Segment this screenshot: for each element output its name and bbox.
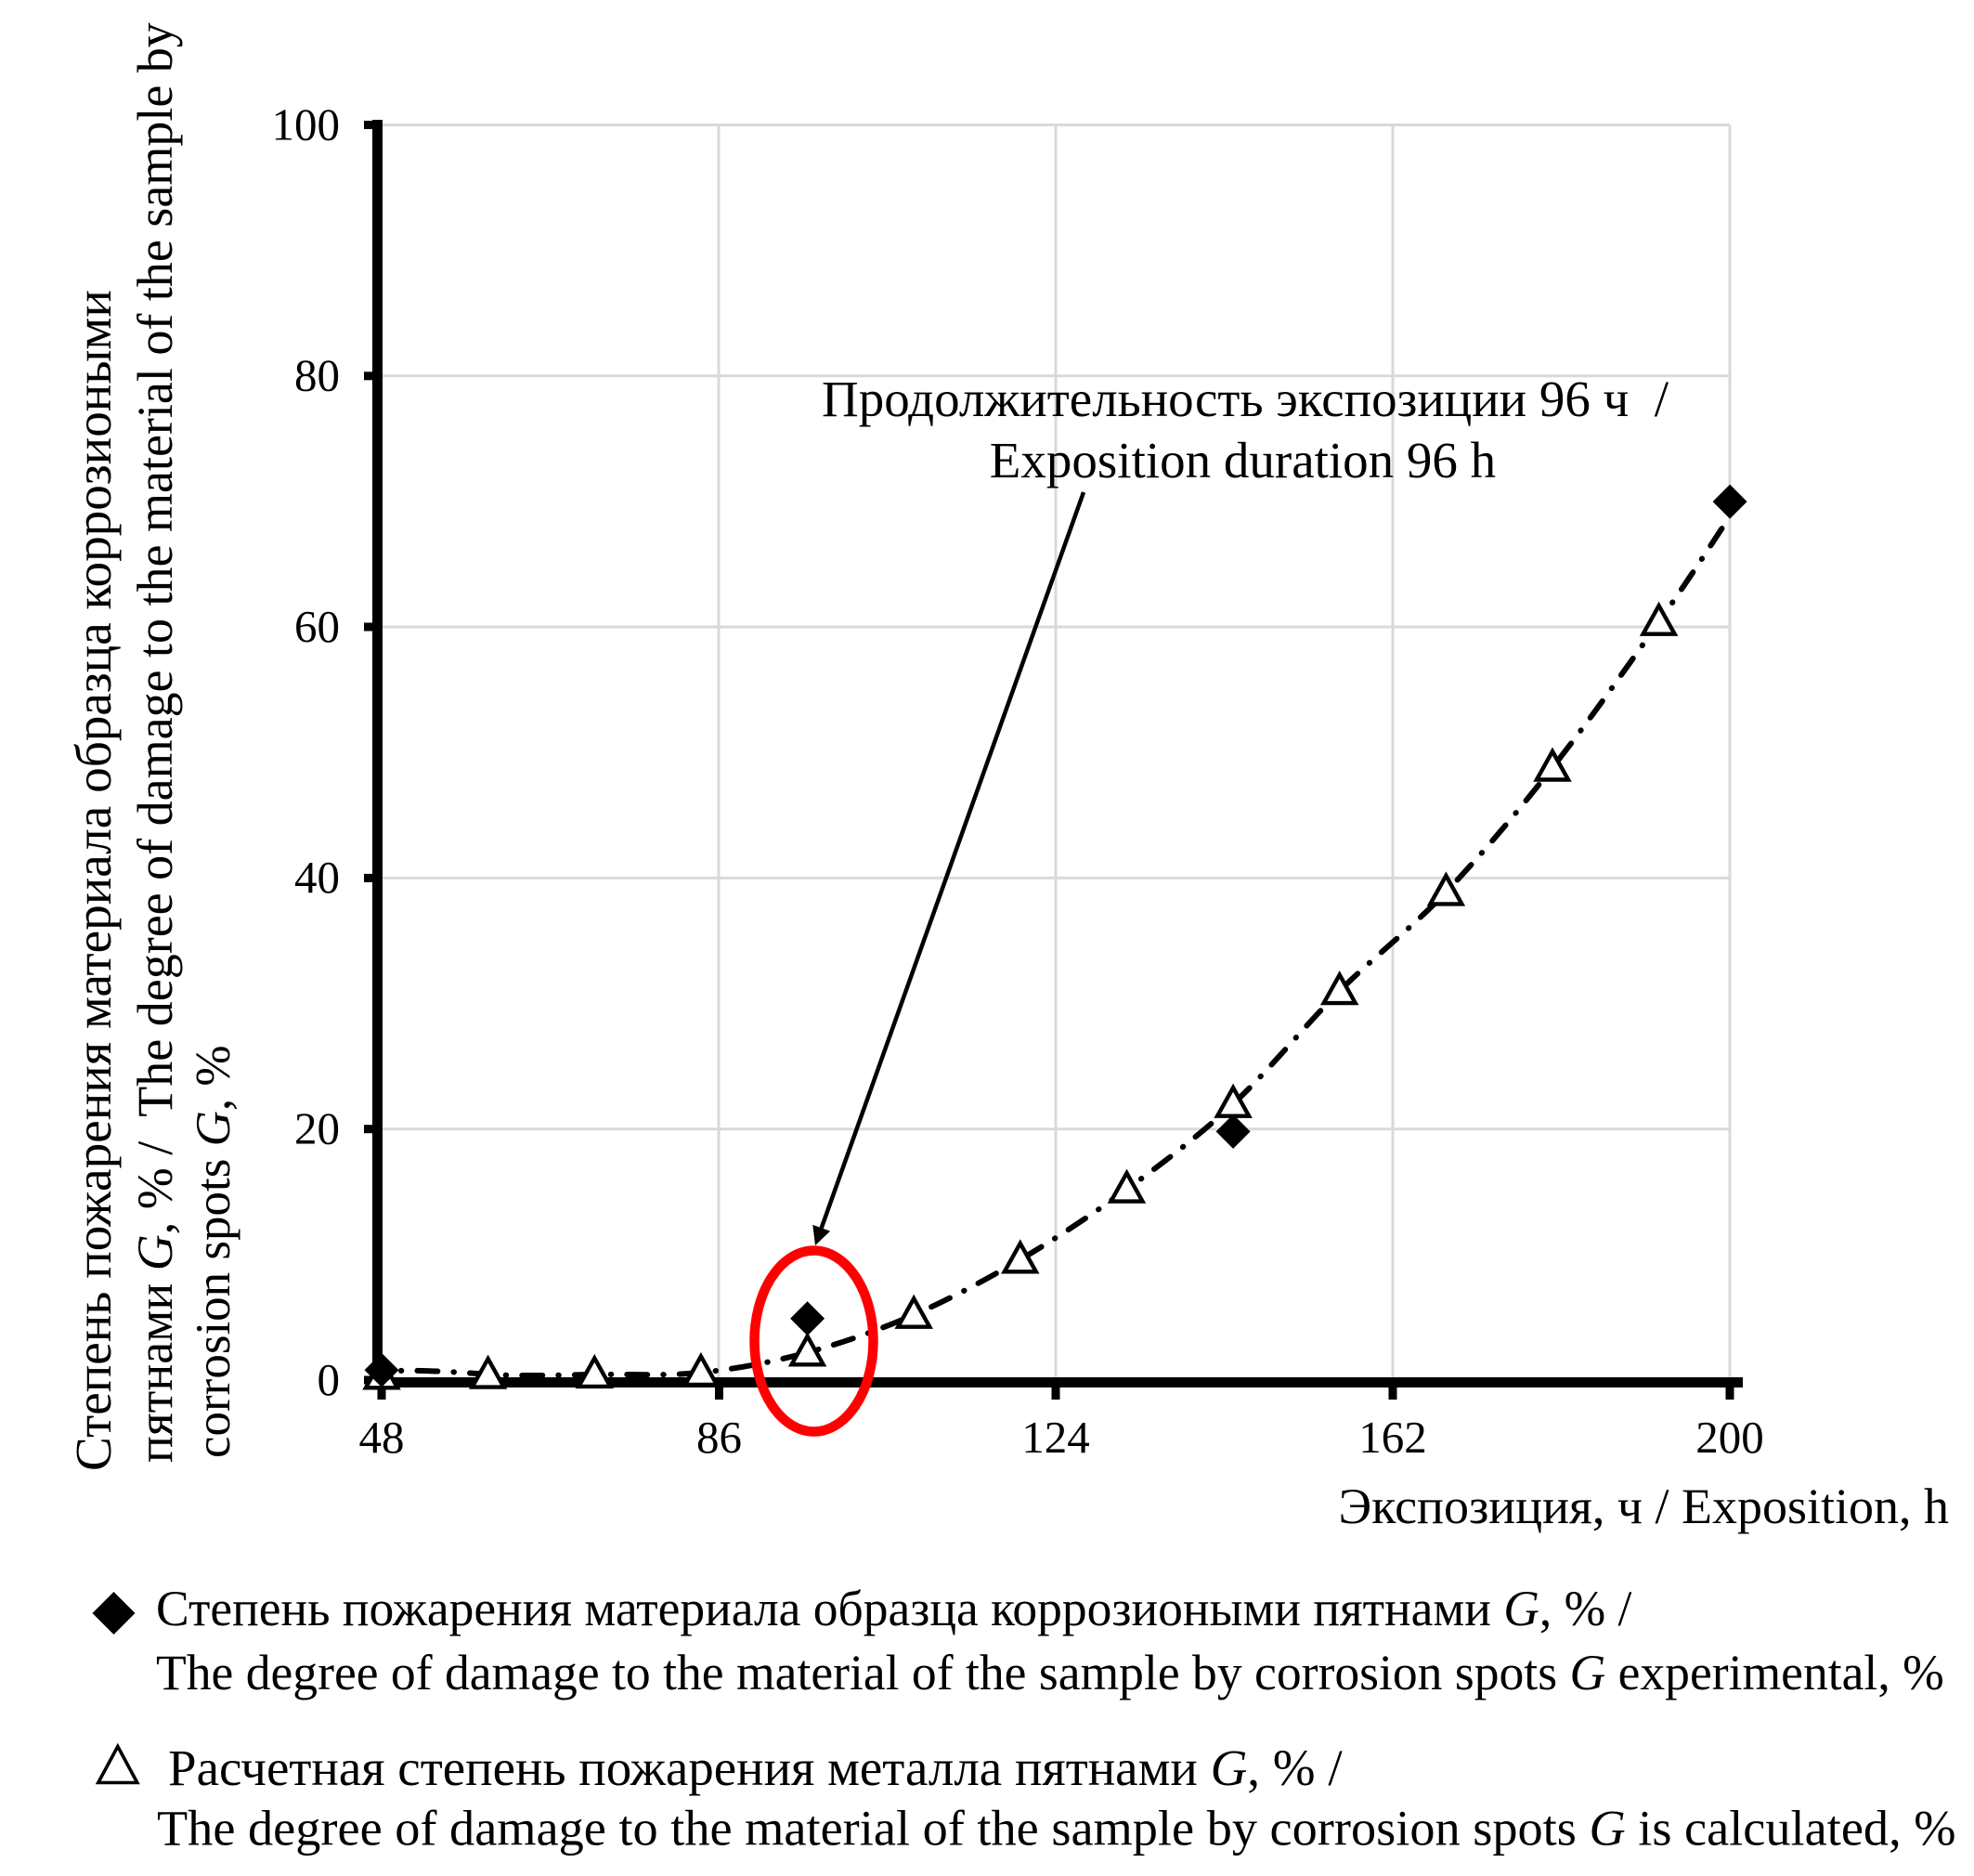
svg-text:200: 200	[1695, 1412, 1764, 1463]
svg-text:Расчетная степень пожарения ме: Расчетная степень пожарения металла пятн…	[168, 1739, 1343, 1796]
svg-text:Экспозиция, ч / Exposition, h: Экспозиция, ч / Exposition, h	[1339, 1479, 1949, 1534]
svg-text:162: 162	[1358, 1412, 1427, 1463]
svg-text:Продолжительность экспозиции 9: Продолжительность экспозиции 96 ч /	[822, 371, 1669, 427]
svg-text:0: 0	[318, 1354, 341, 1405]
svg-text:60: 60	[294, 601, 340, 652]
svg-text:80: 80	[294, 350, 340, 401]
svg-text:Степень пожарения материала об: Степень пожарения материала образца корр…	[65, 290, 122, 1471]
svg-text:20: 20	[294, 1103, 340, 1154]
svg-text:100: 100	[272, 98, 341, 150]
svg-text:The degree of damage to the ma: The degree of damage to the material of …	[157, 1801, 1955, 1856]
svg-text:124: 124	[1021, 1412, 1090, 1463]
svg-text:86: 86	[696, 1412, 742, 1463]
svg-text:Степень пожарения материала об: Степень пожарения материала образца корр…	[156, 1581, 1632, 1636]
svg-text:The degree of damage to the ma: The degree of damage to the material of …	[156, 1645, 1944, 1700]
svg-text:corrosion spots G, %: corrosion spots G, %	[187, 1045, 240, 1458]
svg-text:Exposition duration 96 h: Exposition duration 96 h	[990, 432, 1496, 489]
svg-text:пятнами G, % / The degree of: пятнами G, % / The degree of damage to t…	[127, 22, 183, 1463]
svg-text:40: 40	[294, 852, 340, 903]
svg-text:48: 48	[359, 1412, 405, 1463]
